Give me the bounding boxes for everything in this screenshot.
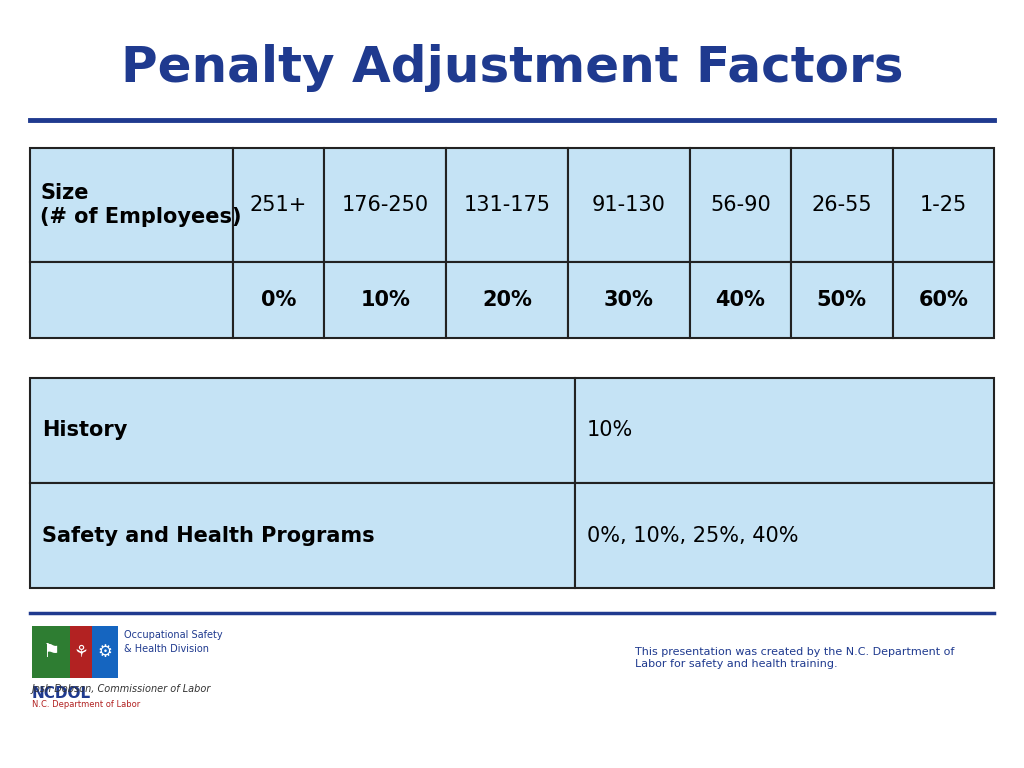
Bar: [30, 378, 574, 483]
Text: Josh Dobson, Commissioner of Labor: Josh Dobson, Commissioner of Labor: [32, 684, 211, 694]
Text: 0%, 10%, 25%, 40%: 0%, 10%, 25%, 40%: [587, 525, 798, 545]
Text: 251+: 251+: [250, 195, 307, 215]
Text: Penalty Adjustment Factors: Penalty Adjustment Factors: [121, 44, 903, 92]
Text: 1-25: 1-25: [920, 195, 967, 215]
Text: History: History: [42, 421, 127, 441]
Text: ⚑: ⚑: [42, 643, 59, 661]
Text: NCDOL: NCDOL: [32, 686, 91, 701]
Text: Safety and Health Programs: Safety and Health Programs: [42, 525, 375, 545]
Bar: [893, 262, 994, 338]
Text: 10%: 10%: [587, 421, 633, 441]
Bar: [70, 626, 92, 678]
Text: 26-55: 26-55: [811, 195, 872, 215]
Text: Size
(# of Employees): Size (# of Employees): [40, 184, 242, 227]
Text: 0%: 0%: [261, 290, 296, 310]
Bar: [893, 148, 994, 262]
Text: 131-175: 131-175: [464, 195, 551, 215]
Text: 50%: 50%: [817, 290, 866, 310]
Bar: [689, 262, 792, 338]
Bar: [30, 262, 232, 338]
Bar: [30, 148, 232, 262]
Text: 91-130: 91-130: [592, 195, 666, 215]
Bar: [574, 483, 994, 588]
Text: 56-90: 56-90: [710, 195, 771, 215]
Text: Occupational Safety: Occupational Safety: [124, 630, 222, 640]
Text: This presentation was created by the N.C. Department of
Labor for safety and hea: This presentation was created by the N.C…: [635, 647, 954, 669]
Text: N.C. Department of Labor: N.C. Department of Labor: [32, 700, 140, 709]
Bar: [232, 148, 325, 262]
Text: 176-250: 176-250: [342, 195, 429, 215]
Bar: [30, 483, 574, 588]
Text: 30%: 30%: [604, 290, 653, 310]
Bar: [446, 262, 568, 338]
Text: & Health Division: & Health Division: [124, 644, 209, 654]
Text: ⚘: ⚘: [74, 643, 88, 661]
Text: 40%: 40%: [716, 290, 765, 310]
Bar: [792, 148, 893, 262]
Bar: [446, 148, 568, 262]
Bar: [568, 148, 689, 262]
Bar: [32, 626, 70, 678]
Bar: [792, 262, 893, 338]
Bar: [232, 262, 325, 338]
Text: 10%: 10%: [360, 290, 410, 310]
Bar: [92, 626, 118, 678]
Bar: [689, 148, 792, 262]
Bar: [568, 262, 689, 338]
Text: 20%: 20%: [482, 290, 531, 310]
Bar: [574, 378, 994, 483]
Text: 60%: 60%: [919, 290, 969, 310]
Text: ⚙: ⚙: [97, 643, 113, 661]
Bar: [325, 148, 446, 262]
Bar: [325, 262, 446, 338]
